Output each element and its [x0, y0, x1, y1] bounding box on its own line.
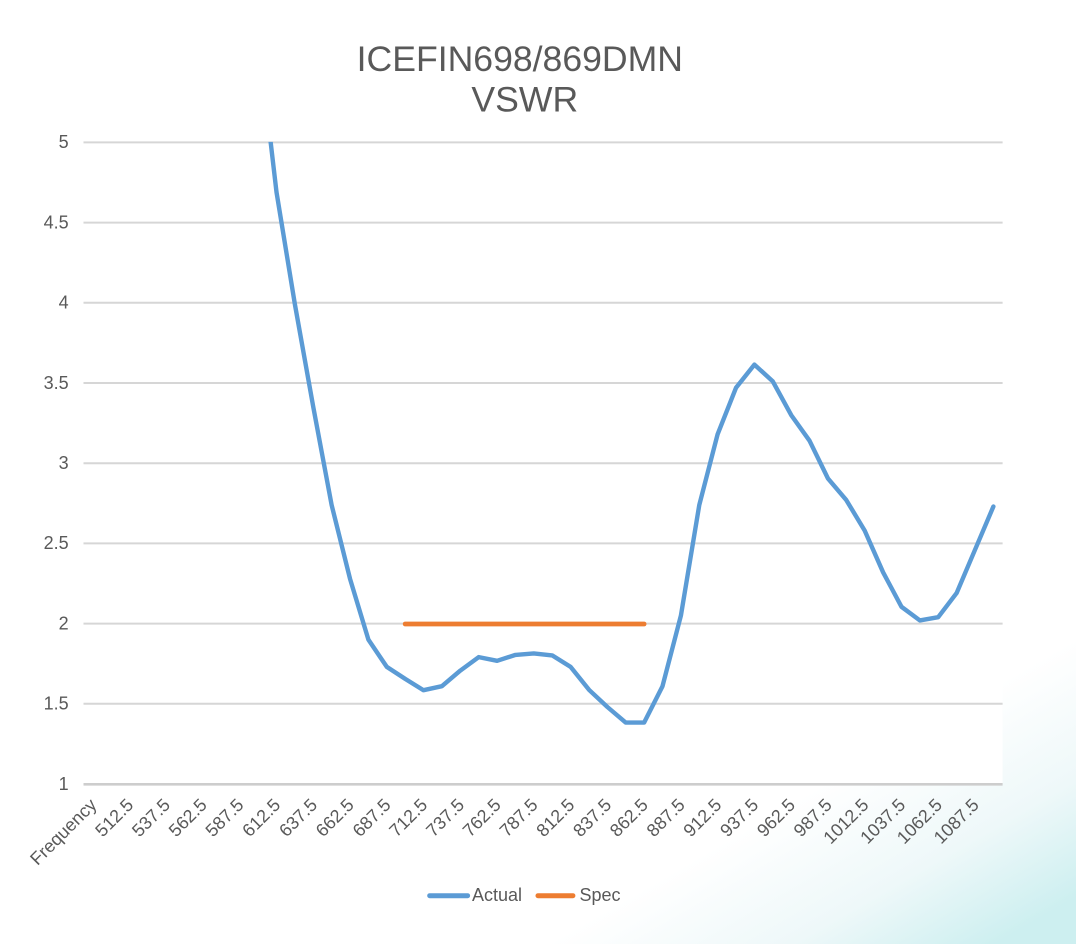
svg-text:837.5: 837.5	[569, 795, 615, 841]
svg-text:662.5: 662.5	[312, 795, 358, 841]
svg-text:2: 2	[59, 613, 69, 633]
svg-text:537.5: 537.5	[128, 795, 174, 841]
svg-text:812.5: 812.5	[532, 795, 578, 841]
svg-text:4.5: 4.5	[44, 212, 69, 232]
svg-text:637.5: 637.5	[275, 795, 321, 841]
svg-text:Spec: Spec	[580, 885, 621, 905]
svg-text:5: 5	[59, 132, 69, 152]
svg-text:4: 4	[59, 293, 69, 313]
svg-text:737.5: 737.5	[422, 795, 468, 841]
svg-text:687.5: 687.5	[349, 795, 395, 841]
svg-text:ICEFIN698/869DMN: ICEFIN698/869DMN	[357, 39, 683, 79]
svg-text:Actual: Actual	[472, 885, 522, 905]
svg-text:912.5: 912.5	[679, 795, 725, 841]
svg-text:3: 3	[59, 453, 69, 473]
svg-text:562.5: 562.5	[165, 795, 211, 841]
svg-text:3.5: 3.5	[44, 373, 69, 393]
svg-text:712.5: 712.5	[385, 795, 431, 841]
svg-text:2.5: 2.5	[44, 533, 69, 553]
svg-text:612.5: 612.5	[238, 795, 284, 841]
svg-text:1.5: 1.5	[44, 694, 69, 714]
svg-text:962.5: 962.5	[753, 795, 799, 841]
svg-text:VSWR: VSWR	[471, 79, 578, 119]
svg-text:587.5: 587.5	[202, 795, 248, 841]
svg-text:762.5: 762.5	[459, 795, 505, 841]
svg-text:1: 1	[59, 774, 69, 794]
svg-text:937.5: 937.5	[716, 795, 762, 841]
svg-text:887.5: 887.5	[643, 795, 689, 841]
svg-text:787.5: 787.5	[496, 795, 542, 841]
svg-text:512.5: 512.5	[91, 795, 137, 841]
svg-text:862.5: 862.5	[606, 795, 652, 841]
svg-text:Frequency: Frequency	[26, 795, 100, 869]
